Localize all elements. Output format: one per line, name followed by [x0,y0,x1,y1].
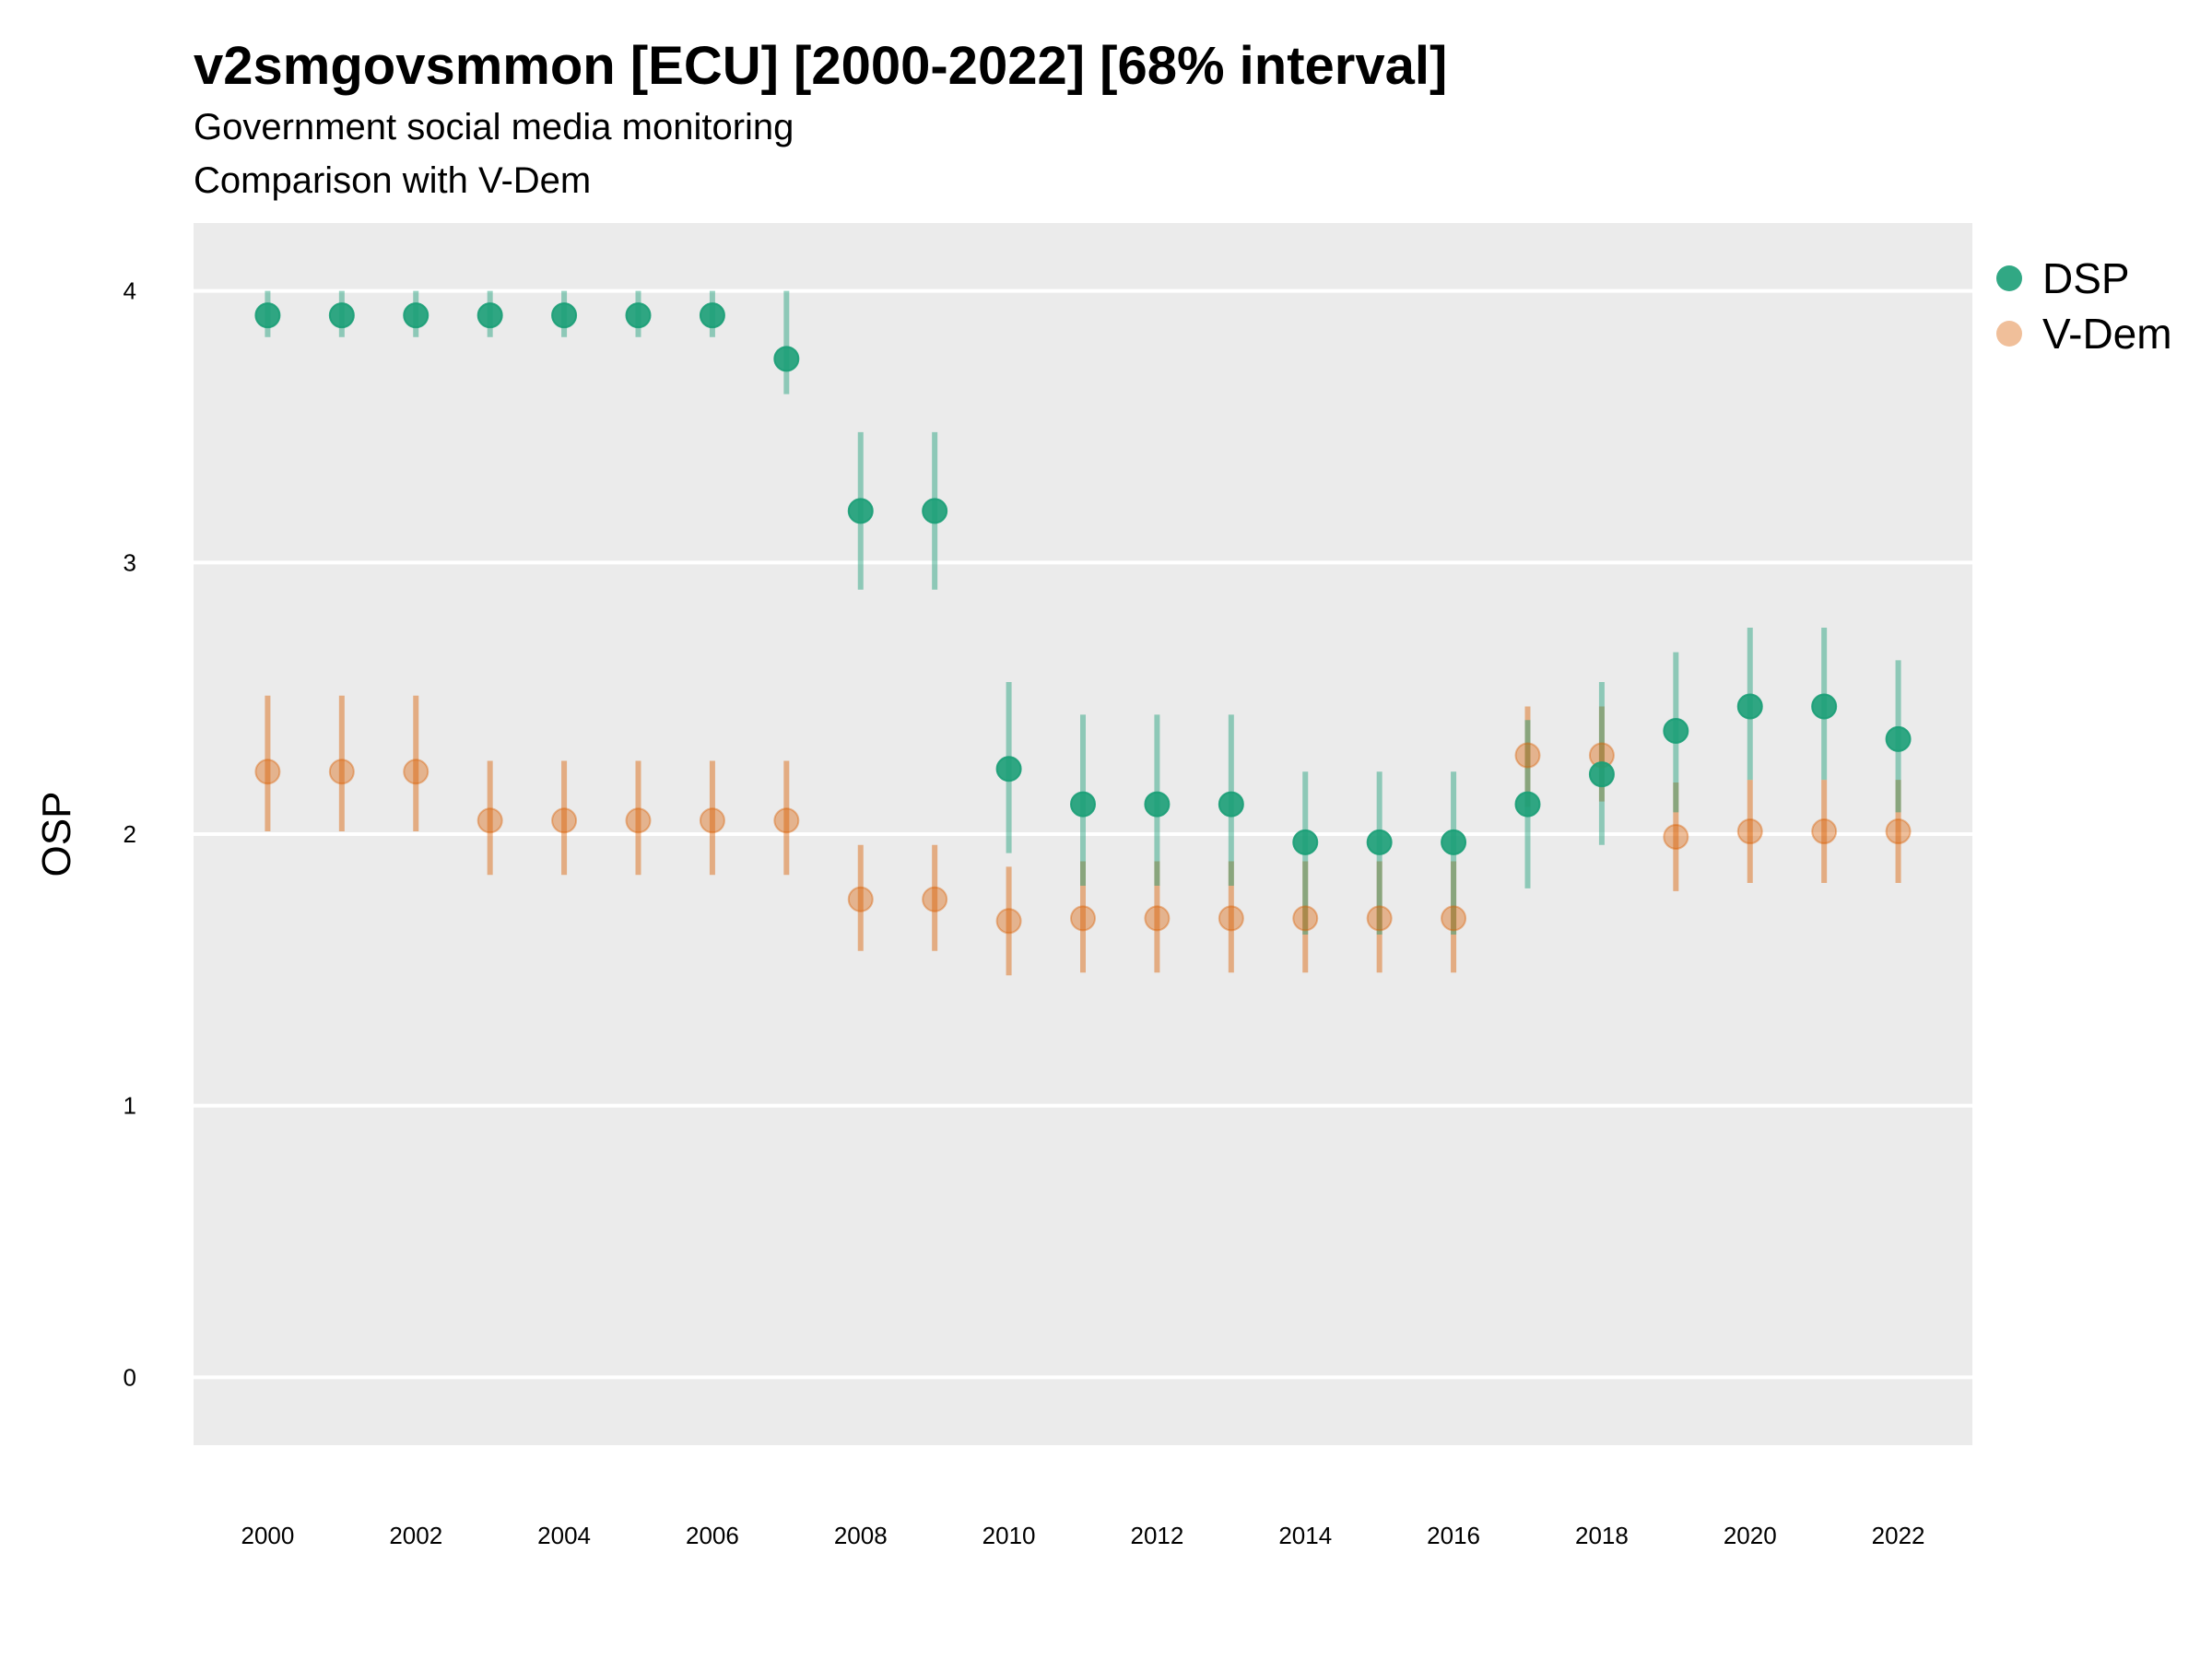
y-axis-label: OSP [34,792,79,877]
point-dsp [1441,829,1467,855]
point-vdem [1441,905,1467,932]
point-vdem [699,807,725,834]
point-vdem [1811,818,1838,845]
y-tick-label: 2 [124,820,136,848]
point-dsp [847,498,874,524]
point-vdem [922,886,948,912]
point-vdem [1292,905,1319,932]
x-tick-label: 2000 [241,1522,294,1549]
point-dsp [1144,791,1171,818]
point-vdem [1366,905,1393,932]
x-tick-label: 2012 [1130,1522,1183,1549]
point-dsp [1736,693,1763,720]
point-dsp [477,302,503,329]
y-tick-label: 0 [124,1363,136,1391]
y-tick-label: 4 [124,277,136,305]
point-dsp [1811,693,1838,720]
point-dsp [922,498,948,524]
x-tick-label: 2010 [982,1522,1036,1549]
point-dsp [1292,829,1319,855]
x-tick-label: 2008 [834,1522,888,1549]
legend-swatch-dsp [1996,265,2022,291]
point-vdem [773,807,800,834]
x-tick-label: 2006 [686,1522,739,1549]
x-tick-label: 2016 [1427,1522,1480,1549]
point-dsp [328,302,355,329]
point-dsp [1514,791,1541,818]
point-dsp [773,346,800,372]
point-vdem [1144,905,1171,932]
point-vdem [1736,818,1763,845]
legend-item-vdem: V-Dem [1996,308,2172,359]
chart-subtitle: Government social media monitoring [194,107,794,147]
point-vdem [551,807,578,834]
legend-swatch-vdem [1996,321,2022,347]
point-vdem [1070,905,1096,932]
y-tick-label: 3 [124,548,136,576]
chart-title: v2smgovsmmon [ECU] [2000-2022] [68% inte… [194,36,1448,96]
point-vdem [328,759,355,785]
point-dsp [1218,791,1244,818]
point-dsp [1070,791,1096,818]
point-vdem [847,886,874,912]
x-tick-label: 2002 [389,1522,442,1549]
x-tick-label: 2018 [1575,1522,1629,1549]
point-dsp [1885,725,1912,752]
legend-item-dsp: DSP [1996,253,2130,304]
point-dsp [1663,718,1689,745]
y-tick-label: 1 [124,1092,136,1120]
point-vdem [1514,742,1541,769]
x-tick-label: 2020 [1724,1522,1777,1549]
point-vdem [403,759,429,785]
x-tick-label: 2022 [1872,1522,1925,1549]
point-vdem [1218,905,1244,932]
point-dsp [625,302,652,329]
point-dsp [254,302,281,329]
point-dsp [1366,829,1393,855]
point-dsp [403,302,429,329]
point-vdem [995,908,1022,935]
point-vdem [625,807,652,834]
chart-subtitle-comparison: Comparison with V-Dem [194,160,592,201]
point-dsp [1588,761,1615,788]
point-vdem [1663,823,1689,850]
point-vdem [1885,818,1912,845]
point-dsp [551,302,578,329]
legend-label-dsp: DSP [2042,254,2130,302]
x-tick-label: 2004 [537,1522,591,1549]
point-dsp [699,302,725,329]
point-dsp [995,756,1022,782]
x-tick-label: 2014 [1278,1522,1332,1549]
point-vdem [254,759,281,785]
legend-label-vdem: V-Dem [2042,310,2172,358]
point-vdem [477,807,503,834]
